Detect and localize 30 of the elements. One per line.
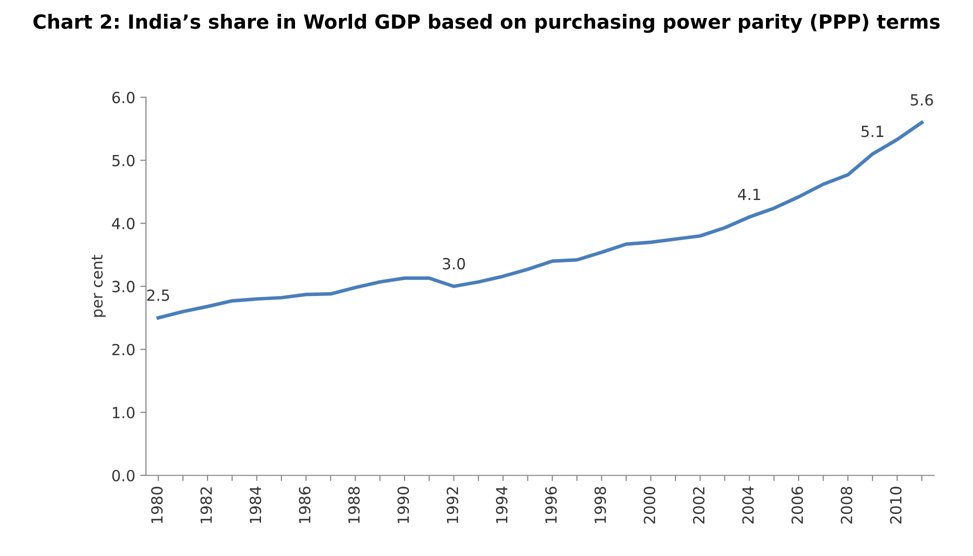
y-axis-title: per cent [92,254,106,317]
x-tick-label: 1986 [298,486,310,523]
data-label: 4.1 [738,188,760,200]
x-tick-label: 2000 [644,486,656,524]
y-tick-label: 1.0 [112,406,135,418]
x-tick-label: 2010 [890,486,902,524]
y-tick-label: 4.0 [112,218,135,230]
data-label: 2.5 [147,289,170,301]
x-tick-label: 1980 [151,486,163,523]
chart-title: Chart 2: India’s share in World GDP based on purchasing power parity (PPP) terms [33,14,940,33]
y-tick-label: 3.0 [112,280,135,292]
y-tick-label: 5.0 [112,154,135,166]
y-tick-label: 0.0 [112,470,135,482]
data-label: 5.6 [910,94,933,106]
x-tick-label: 2008 [840,486,852,524]
x-tick-label: 1994 [496,486,508,523]
x-tick-label: 1988 [348,486,360,523]
y-tick-label: 6.0 [112,92,135,104]
x-tick-label: 1992 [446,487,458,523]
x-tick-label: 2004 [742,486,754,524]
x-tick-label: 1998 [594,486,606,523]
data-label: 5.1 [862,126,884,138]
y-tick-label: 2.0 [112,344,135,356]
x-tick-label: 1984 [250,486,262,523]
x-tick-label: 1982 [200,487,212,523]
x-tick-label: 1996 [545,486,557,523]
x-tick-label: 2002 [692,487,705,524]
data-label: 3.0 [442,258,465,270]
x-tick-label: 2006 [791,486,804,524]
x-tick-label: 1990 [397,486,409,523]
